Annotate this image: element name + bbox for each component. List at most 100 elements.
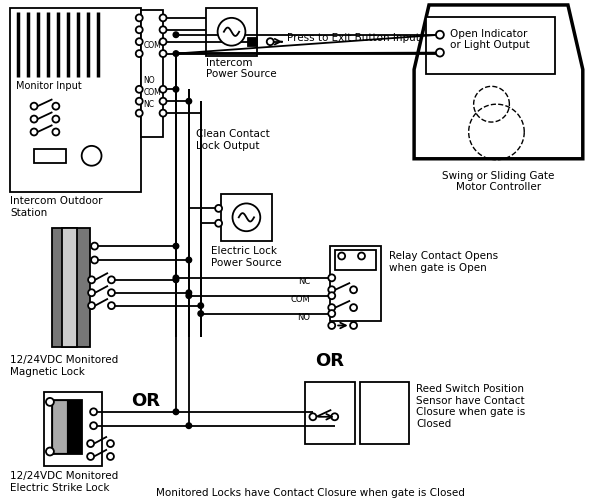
Circle shape bbox=[91, 242, 98, 250]
Circle shape bbox=[107, 453, 114, 460]
Bar bbox=[10, 8, 141, 192]
Circle shape bbox=[136, 86, 142, 93]
Circle shape bbox=[215, 205, 222, 212]
Circle shape bbox=[350, 322, 357, 329]
Text: Reed Switch Position
Sensor have Contact
Closure when gate is
Closed: Reed Switch Position Sensor have Contact… bbox=[416, 384, 525, 429]
Bar bbox=[221, 194, 272, 241]
Text: NO: NO bbox=[143, 76, 155, 86]
Circle shape bbox=[267, 38, 274, 45]
Circle shape bbox=[136, 26, 142, 33]
Circle shape bbox=[160, 86, 166, 93]
Circle shape bbox=[87, 453, 94, 460]
Circle shape bbox=[232, 204, 260, 231]
Circle shape bbox=[198, 303, 203, 308]
Circle shape bbox=[186, 290, 192, 296]
Text: Swing or Sliding Gate
Motor Controller: Swing or Sliding Gate Motor Controller bbox=[442, 170, 555, 192]
Text: Electric Lock
Power Source: Electric Lock Power Source bbox=[210, 246, 281, 268]
Circle shape bbox=[328, 292, 335, 299]
Circle shape bbox=[160, 14, 166, 21]
Circle shape bbox=[328, 286, 335, 293]
Circle shape bbox=[186, 293, 192, 298]
Bar bbox=[52, 400, 82, 454]
Text: OR: OR bbox=[315, 352, 344, 370]
Circle shape bbox=[218, 18, 246, 46]
Circle shape bbox=[30, 128, 38, 136]
Circle shape bbox=[309, 414, 316, 420]
Circle shape bbox=[107, 440, 114, 447]
Circle shape bbox=[52, 102, 60, 110]
Bar bbox=[44, 392, 101, 466]
Circle shape bbox=[173, 277, 179, 282]
Circle shape bbox=[88, 290, 95, 296]
Circle shape bbox=[136, 14, 142, 21]
Circle shape bbox=[173, 86, 179, 92]
Text: NO: NO bbox=[297, 313, 310, 322]
Circle shape bbox=[328, 322, 335, 329]
Circle shape bbox=[46, 448, 54, 456]
Circle shape bbox=[331, 414, 338, 420]
Circle shape bbox=[52, 128, 60, 136]
Circle shape bbox=[91, 256, 98, 264]
Circle shape bbox=[108, 302, 115, 309]
Bar bbox=[34, 149, 66, 162]
Circle shape bbox=[328, 304, 335, 311]
Text: Clean Contact
Lock Output: Clean Contact Lock Output bbox=[196, 129, 269, 150]
Bar bbox=[141, 10, 163, 137]
Bar bbox=[426, 17, 555, 74]
Circle shape bbox=[186, 98, 192, 104]
Circle shape bbox=[436, 31, 444, 38]
Circle shape bbox=[160, 50, 166, 57]
Circle shape bbox=[160, 110, 166, 116]
Text: OR: OR bbox=[131, 392, 160, 410]
Circle shape bbox=[136, 38, 142, 45]
Circle shape bbox=[136, 98, 142, 104]
Text: Open Indicator
or Light Output: Open Indicator or Light Output bbox=[450, 29, 530, 50]
Circle shape bbox=[328, 310, 335, 317]
Text: Intercom Outdoor
Station: Intercom Outdoor Station bbox=[10, 196, 103, 218]
Text: 12/24VDC Monitored
Electric Strike Lock: 12/24VDC Monitored Electric Strike Lock bbox=[10, 472, 119, 493]
Text: COM: COM bbox=[143, 88, 161, 97]
Circle shape bbox=[186, 423, 192, 428]
Circle shape bbox=[136, 110, 142, 116]
Text: Press to Exit Button Input: Press to Exit Button Input bbox=[287, 32, 420, 42]
Bar bbox=[335, 250, 377, 270]
Circle shape bbox=[198, 311, 203, 316]
Circle shape bbox=[173, 409, 179, 414]
Circle shape bbox=[215, 220, 222, 226]
Circle shape bbox=[136, 50, 142, 57]
Bar bbox=[330, 246, 381, 320]
Circle shape bbox=[30, 116, 38, 122]
Bar bbox=[249, 38, 257, 46]
Circle shape bbox=[173, 244, 179, 249]
Circle shape bbox=[436, 48, 444, 56]
Bar bbox=[52, 228, 89, 348]
Circle shape bbox=[358, 252, 365, 260]
Circle shape bbox=[160, 98, 166, 104]
Circle shape bbox=[87, 440, 94, 447]
Circle shape bbox=[82, 146, 101, 166]
Circle shape bbox=[88, 302, 95, 309]
Circle shape bbox=[90, 422, 97, 429]
Text: COM: COM bbox=[290, 295, 310, 304]
Circle shape bbox=[338, 252, 345, 260]
Text: Monitor Input: Monitor Input bbox=[16, 82, 82, 92]
Text: Monitored Locks have Contact Closure when gate is Closed: Monitored Locks have Contact Closure whe… bbox=[156, 488, 465, 498]
Circle shape bbox=[88, 276, 95, 283]
Text: Intercom
Power Source: Intercom Power Source bbox=[206, 58, 277, 79]
Circle shape bbox=[160, 38, 166, 45]
Bar bbox=[62, 228, 77, 348]
Circle shape bbox=[186, 257, 192, 263]
Circle shape bbox=[30, 102, 38, 110]
Circle shape bbox=[350, 286, 357, 293]
Circle shape bbox=[173, 51, 179, 57]
Circle shape bbox=[108, 290, 115, 296]
Circle shape bbox=[160, 26, 166, 33]
Bar bbox=[305, 382, 355, 444]
Circle shape bbox=[328, 274, 335, 281]
Bar bbox=[359, 382, 409, 444]
Circle shape bbox=[108, 276, 115, 283]
Circle shape bbox=[173, 275, 179, 280]
Bar bbox=[206, 8, 257, 56]
Text: Relay Contact Opens
when gate is Open: Relay Contact Opens when gate is Open bbox=[389, 251, 498, 272]
Circle shape bbox=[52, 116, 60, 122]
